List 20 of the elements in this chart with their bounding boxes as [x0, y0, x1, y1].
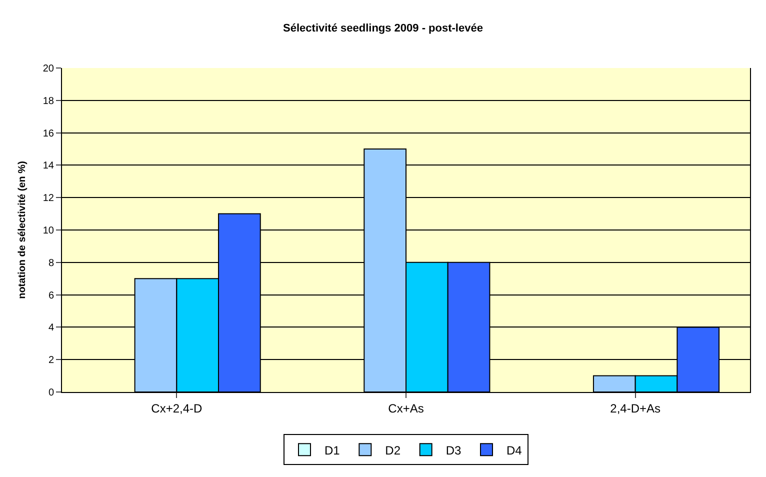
y-tick-label: 8 — [48, 258, 54, 269]
chart-title: Sélectivité seedlings 2009 - post-levée — [283, 22, 483, 35]
x-tick-label: 2,4-D+As — [610, 401, 661, 416]
x-tick-label: Cx+As — [388, 401, 424, 416]
x-tick-label: Cx+2,4-D — [151, 401, 203, 416]
y-tick-label: 16 — [42, 128, 54, 140]
y-tick-label: 4 — [48, 322, 54, 334]
legend-label: D4 — [506, 443, 522, 458]
y-tick-label: 6 — [48, 290, 54, 302]
y-tick-label: 10 — [42, 226, 54, 236]
y-tick-label: 2 — [48, 355, 54, 366]
y-tick-label: 12 — [42, 193, 54, 204]
legend-label: D2 — [385, 443, 401, 458]
y-tick-label: 14 — [42, 160, 54, 172]
y-tick-label: 18 — [42, 96, 54, 107]
y-axis-title: notation de sélectivité (en %) — [16, 161, 28, 299]
y-tick-label: 20 — [42, 64, 54, 74]
y-tick-label: 0 — [48, 388, 54, 398]
legend-label: D1 — [324, 443, 340, 458]
legend-label: D3 — [446, 443, 462, 458]
